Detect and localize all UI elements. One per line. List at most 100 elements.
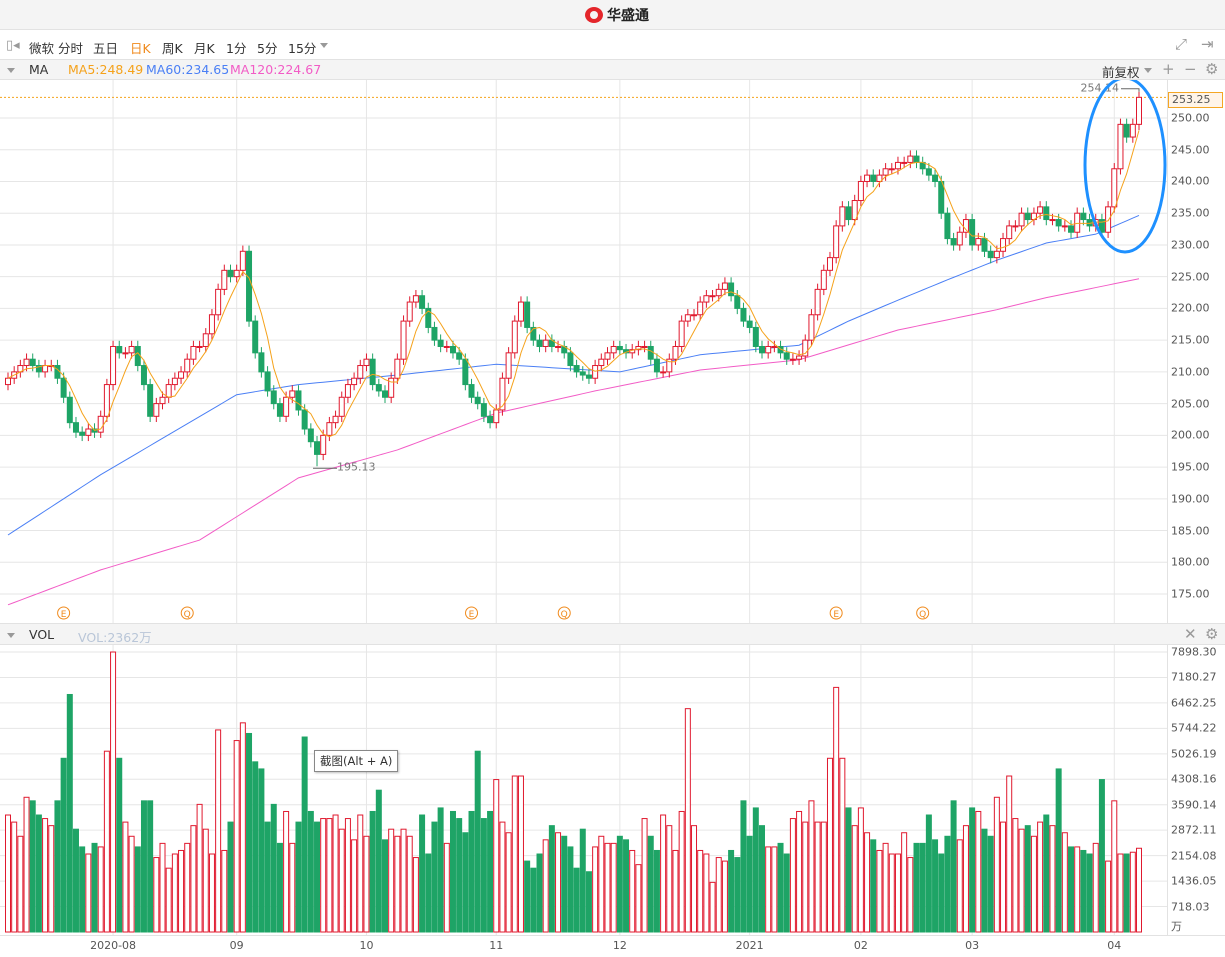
tab-15min[interactable]: 15分: [288, 41, 317, 56]
volume-bar-up: [789, 818, 796, 933]
volume-bar-up: [202, 828, 209, 933]
volume-bar-down: [474, 750, 481, 933]
volume-bar-down: [1123, 853, 1130, 933]
volume-bar-down: [270, 803, 277, 933]
month-tick-label: 09: [229, 939, 244, 952]
tab-5min[interactable]: 5分: [257, 41, 278, 56]
candle-up: [882, 168, 889, 176]
volume-bar-up: [42, 818, 49, 933]
event-marker-label: E: [833, 610, 839, 620]
volume-bar-down: [845, 807, 852, 933]
collapse-ma-icon[interactable]: [7, 68, 15, 73]
close-icon[interactable]: ✕: [1184, 625, 1197, 643]
volume-bar-down: [1055, 768, 1062, 933]
collapse-vol-icon[interactable]: [7, 633, 15, 638]
volume-tick-label: 5744.22: [1171, 721, 1217, 735]
title-bar: 华盛通: [0, 0, 1225, 30]
volume-bar-up: [1018, 828, 1025, 933]
volume-bar-up: [5, 814, 11, 933]
candle-down: [431, 326, 438, 341]
volume-bar-down: [295, 821, 302, 933]
ma120-value: MA120:224.67: [230, 62, 322, 77]
volume-bar-up: [678, 810, 685, 933]
volume-bar-up: [1092, 842, 1099, 933]
vol-settings-gear-icon[interactable]: ⚙: [1205, 625, 1219, 643]
price-tick-label: 250.00: [1171, 111, 1210, 125]
volume-bar-up: [697, 849, 704, 933]
candle-down: [524, 301, 531, 328]
month-tick-label: 03: [965, 939, 980, 952]
tab-five-day[interactable]: 五日: [93, 41, 119, 56]
candle-up: [505, 352, 512, 379]
candle-down: [487, 415, 494, 424]
tab-1min[interactable]: 1分: [226, 41, 247, 56]
volume-bar-up: [344, 818, 351, 933]
candle-down: [480, 403, 487, 417]
candle-down: [1055, 219, 1062, 227]
zoom-out-icon[interactable]: −: [1184, 60, 1197, 78]
candle-up: [184, 358, 191, 373]
volume-bar-up: [85, 853, 92, 933]
volume-bar-down: [246, 732, 253, 933]
volume-bar-up: [110, 651, 117, 933]
volume-bar-down: [536, 853, 543, 933]
adjust-mode-select[interactable]: 前复权: [1102, 65, 1140, 80]
price-chart[interactable]: 254.14 195.13 E Q E Q E Q: [0, 80, 1168, 623]
volume-bar-down: [258, 768, 265, 933]
volume-bar-down: [950, 800, 957, 933]
candle-up: [289, 390, 296, 398]
volume-bar-up: [11, 821, 18, 933]
candle-down: [227, 269, 234, 278]
vol-value: VOL:2362万: [78, 630, 152, 645]
volume-bar-down: [567, 846, 574, 933]
tab-daily-k[interactable]: 日K: [130, 41, 151, 56]
candle-up: [826, 257, 833, 271]
volume-bar-down: [419, 814, 426, 933]
candle-up: [1049, 219, 1056, 222]
candle-down: [1123, 123, 1130, 138]
exit-panel-icon[interactable]: ⇥: [1201, 35, 1214, 53]
volume-bar-up: [23, 796, 30, 933]
app-logo: 华盛通: [585, 6, 649, 24]
max-price-label: 254.14: [1081, 82, 1120, 95]
candle-up: [493, 409, 500, 424]
candle-up: [857, 180, 864, 202]
candle-down: [950, 238, 957, 246]
candle-down: [616, 345, 623, 351]
date-axis: 2020-08 09 10 11 12 2021 02 03 04: [0, 935, 1225, 957]
current-price-label: 253.25: [1168, 92, 1223, 108]
zoom-in-icon[interactable]: +: [1162, 60, 1175, 78]
tab-monthly-k[interactable]: 月K: [194, 41, 215, 56]
candle-down: [1024, 212, 1031, 221]
volume-bar-down: [140, 800, 147, 933]
candle-up: [1117, 123, 1124, 170]
candle-up: [802, 339, 809, 357]
app-title: 华盛通: [607, 8, 649, 24]
adjust-dropdown-icon[interactable]: [1144, 68, 1152, 73]
price-tick-label: 195.00: [1171, 460, 1210, 474]
volume-bar-up: [907, 857, 914, 933]
candle-down: [295, 390, 302, 411]
candle-down: [969, 219, 976, 246]
candle-down: [752, 326, 759, 347]
candle-down: [987, 250, 994, 259]
candle-up: [721, 282, 728, 290]
volume-tick-label: 6462.25: [1171, 696, 1217, 710]
candle-down: [938, 180, 945, 214]
candle-down: [140, 365, 147, 386]
event-marker-icon: [829, 606, 843, 620]
collapse-sidebar-icon[interactable]: ▯◂: [6, 38, 20, 53]
period-dropdown-icon[interactable]: [320, 43, 328, 48]
volume-chart[interactable]: [0, 645, 1168, 935]
volume-bar-up: [196, 803, 203, 933]
candle-down: [653, 358, 660, 373]
candle-up: [703, 295, 710, 303]
volume-bar-up: [239, 722, 246, 933]
volume-bar-down: [944, 835, 951, 933]
fullscreen-icon[interactable]: ⤢: [1175, 35, 1188, 53]
price-tick-label: 185.00: [1171, 524, 1210, 538]
volume-bar-down: [1098, 779, 1105, 933]
tab-intraday[interactable]: 分时: [58, 41, 84, 56]
tab-weekly-k[interactable]: 周K: [162, 41, 183, 56]
settings-gear-icon[interactable]: ⚙: [1205, 60, 1219, 78]
